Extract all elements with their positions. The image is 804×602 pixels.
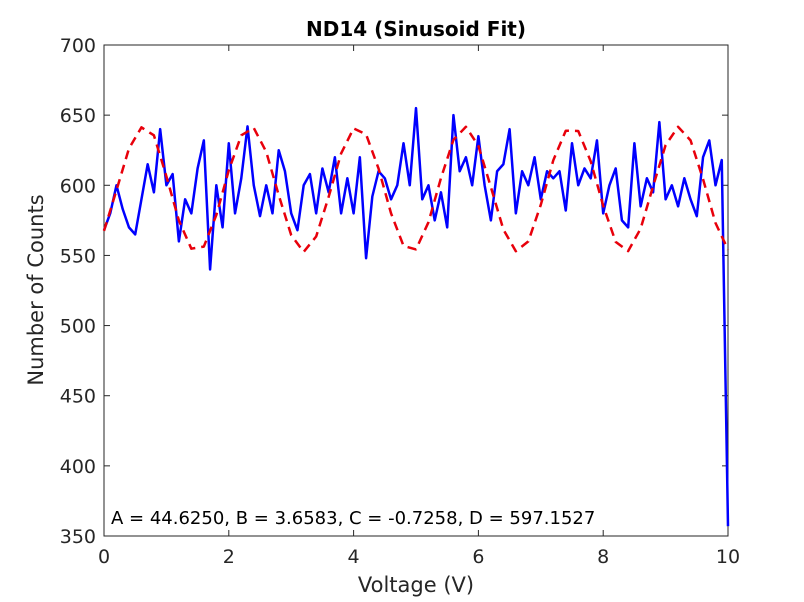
y-tick-label: 550 xyxy=(60,245,96,267)
y-tick-label: 350 xyxy=(60,526,96,548)
x-tick-label: 6 xyxy=(472,546,484,568)
y-tick-label: 500 xyxy=(60,316,96,338)
series-line xyxy=(102,106,730,527)
x-tick-label: 2 xyxy=(223,546,235,568)
y-tick-label: 450 xyxy=(60,386,96,408)
x-tick-label: 8 xyxy=(597,546,609,568)
x-axis-label: Voltage (V) xyxy=(358,573,474,597)
y-tick-label: 600 xyxy=(60,175,96,197)
y-tick-label: 400 xyxy=(60,456,96,478)
x-tick-label: 4 xyxy=(348,546,360,568)
y-tick-label: 700 xyxy=(60,35,96,57)
x-tick-label: 10 xyxy=(716,546,740,568)
annotation: A = 44.6250, B = 3.6583, C = -0.7258, D … xyxy=(111,508,595,529)
plot-area xyxy=(103,44,729,537)
x-tick-label: 0 xyxy=(98,546,110,568)
series-line xyxy=(102,125,730,254)
y-tick-label: 650 xyxy=(60,105,96,127)
y-axis-label: Number of Counts xyxy=(24,194,48,385)
chart-title: ND14 (Sinusoid Fit) xyxy=(306,17,526,41)
